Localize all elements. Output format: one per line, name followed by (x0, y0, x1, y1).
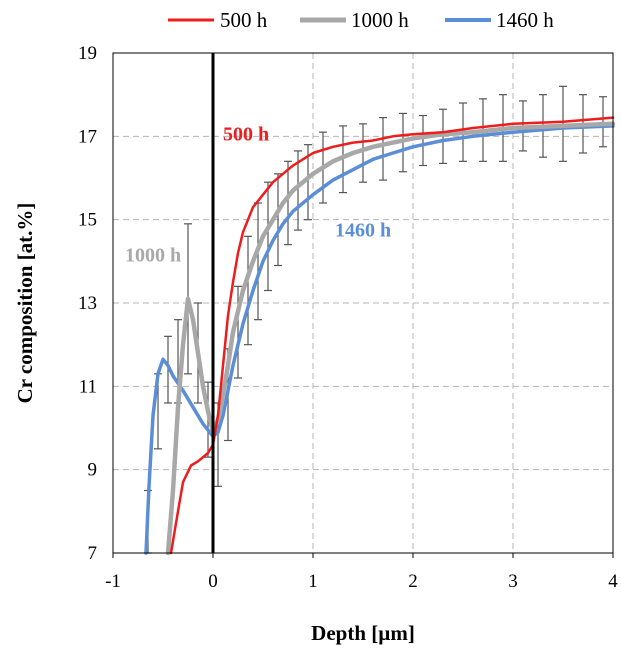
series-lines (144, 116, 616, 556)
x-tick-label: -1 (105, 571, 121, 592)
x-tick-label: 0 (208, 571, 218, 592)
x-axis-title: Depth [µm] (311, 621, 415, 645)
y-tick-label: 13 (78, 293, 97, 314)
y-tick-label: 9 (88, 460, 98, 481)
legend-label-1000h: 1000 h (351, 8, 409, 32)
legend: 500 h 1000 h 1460 h (168, 8, 554, 32)
series-line-1460h (144, 124, 615, 555)
y-axis-title: Cr composition [at.%] (13, 203, 37, 404)
x-tick-label: 3 (508, 571, 518, 592)
annotations: 500 h 1000 h 1460 h (125, 124, 391, 267)
y-tick-label: 15 (78, 210, 97, 231)
x-tick-label: 2 (408, 571, 418, 592)
plot-frame (112, 52, 614, 554)
series-line-1000h (165, 121, 616, 556)
y-tick-label: 17 (78, 126, 97, 147)
series-annotation: 1460 h (335, 219, 391, 241)
tick-labels: -1 0 1 2 3 4 7 9 11 13 15 17 19 (78, 43, 618, 592)
x-tick-label: 1 (308, 571, 318, 592)
y-tick-label: 19 (78, 43, 97, 64)
legend-label-1460h: 1460 h (496, 8, 554, 32)
series-annotation: 500 h (223, 124, 269, 146)
legend-label-500h: 500 h (220, 8, 268, 32)
x-tick-label: 4 (608, 571, 618, 592)
series-annotation: 1000 h (125, 244, 181, 266)
y-tick-label: 11 (79, 376, 97, 397)
series-line-500h (169, 116, 615, 555)
y-tick-label: 7 (88, 543, 98, 564)
